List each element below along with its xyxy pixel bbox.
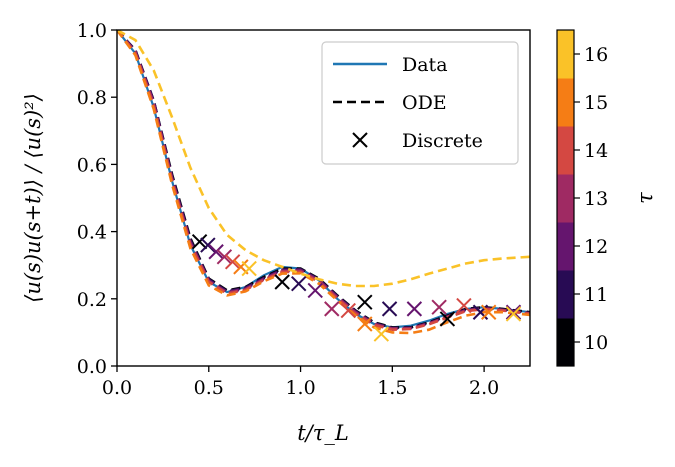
legend-discrete-label: Discrete [402, 130, 483, 152]
discrete-marker-tau-12 [406, 301, 423, 317]
colorbar: 10 11 12 13 14 15 16 τ [556, 29, 657, 367]
discrete-marker-tau-16 [373, 326, 390, 342]
x-tick-label: 0.0 [102, 377, 132, 399]
colorbar-tick-label: 13 [584, 188, 608, 210]
discrete-marker-tau-11 [291, 275, 307, 292]
colorbar-segment-13 [557, 174, 574, 223]
discrete-marker-tau-16 [241, 260, 257, 277]
colorbar-segment-12 [557, 222, 574, 271]
axes: 0.0 0.5 1.0 1.5 2.0 0.0 0.2 0.4 0.6 0.8 1.0 [77, 20, 499, 399]
ode-curve-tau-15 [117, 30, 530, 335]
colorbar-tick-label: 11 [584, 284, 608, 306]
colorbar-segment-14 [557, 126, 574, 175]
discrete-marker-tau-11 [200, 237, 216, 253]
discrete-marker-tau-12 [208, 244, 224, 260]
plot-area [117, 30, 530, 342]
y-tick-label: 0.8 [77, 87, 107, 109]
y-axis-label: ⟨u(s)u(s+t)⟩ / ⟨u(s)²⟩ [21, 93, 45, 303]
x-tick-label: 1.0 [285, 377, 315, 399]
legend-discrete-swatch [352, 132, 368, 148]
discrete-marker-tau-16 [505, 306, 522, 322]
discrete-marker-tau-10 [191, 233, 208, 250]
discrete-marker-tau-10 [439, 311, 456, 327]
colorbar-tick-label: 14 [584, 140, 608, 162]
colorbar-label: τ [633, 192, 657, 204]
colorbar-tick-label: 16 [584, 44, 608, 66]
colorbar-tick-label: 15 [584, 92, 608, 114]
y-tick-label: 1.0 [77, 20, 107, 42]
colorbar-tick-label: 12 [584, 236, 608, 258]
discrete-marker-tau-14 [340, 302, 356, 319]
x-tick-label: 1.5 [377, 377, 407, 399]
legend: Data ODE Discrete [321, 41, 519, 165]
legend-data-label: Data [402, 54, 448, 76]
colorbar-segment-10 [557, 318, 574, 367]
colorbar-segment-16 [557, 30, 574, 79]
y-tick-label: 0.0 [77, 356, 107, 378]
discrete-marker-tau-13 [324, 301, 340, 317]
colorbar-tick-label: 10 [584, 332, 608, 354]
discrete-marker-tau-12 [307, 282, 323, 299]
discrete-marker-tau-15 [357, 316, 373, 332]
ode-curve-tau-16 [117, 30, 530, 288]
discrete-marker-tau-14 [224, 254, 241, 270]
discrete-marker-tau-10 [274, 274, 290, 290]
discrete-marker-tau-10 [357, 294, 373, 310]
plot-frame [116, 29, 531, 367]
discrete-marker-tau-11 [381, 301, 398, 317]
x-tick-label: 0.5 [194, 377, 224, 399]
x-axis-label: t/τ_L [297, 421, 349, 445]
x-tick-label: 2.0 [469, 377, 499, 399]
colorbar-segment-15 [557, 78, 574, 127]
discrete-marker-tau-13 [431, 299, 447, 315]
discrete-marker-tau-13 [216, 249, 233, 265]
discrete-marker-tau-14 [456, 297, 472, 314]
y-tick-label: 0.6 [77, 154, 107, 176]
discrete-marker-tau-12 [505, 304, 522, 320]
legend-box [321, 41, 519, 165]
y-tick-label: 0.2 [77, 289, 107, 311]
y-tick-label: 0.4 [77, 222, 107, 244]
discrete-marker-tau-15 [480, 304, 497, 320]
colorbar-segment-11 [557, 270, 574, 319]
legend-ode-label: ODE [402, 92, 447, 114]
